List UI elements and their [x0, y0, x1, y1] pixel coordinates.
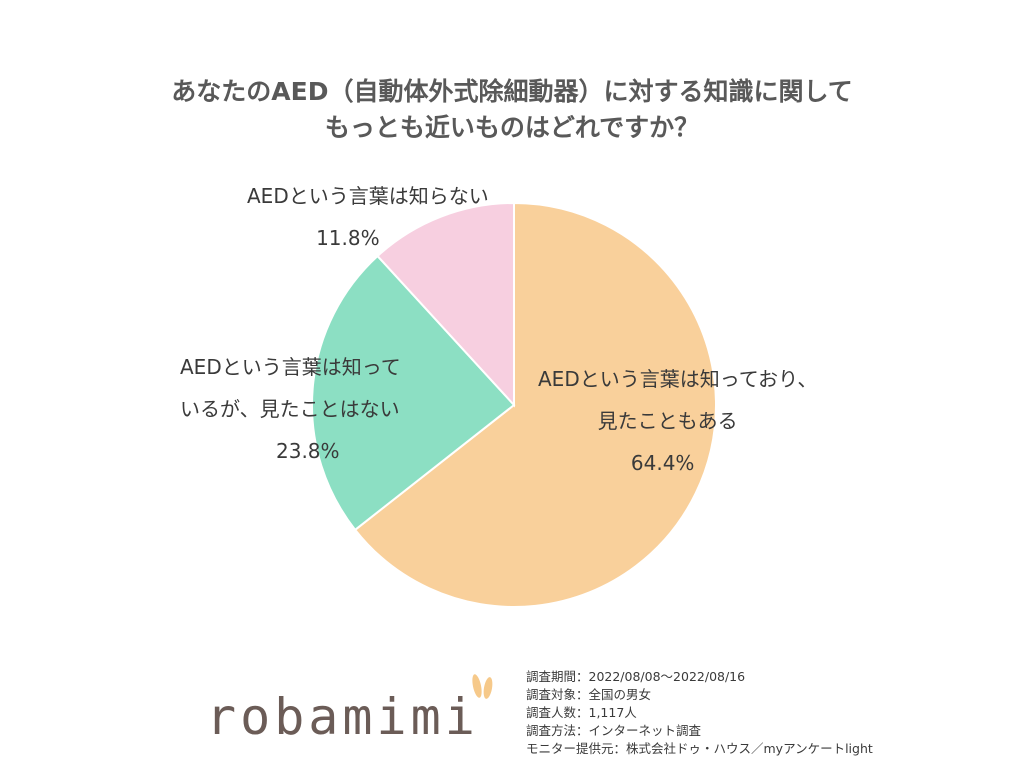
slice-value-label: 64.4% [630, 451, 695, 475]
survey-info: 調査期間：2022/08/08～2022/08/16 調査対象：全国の男女 調査… [526, 668, 873, 758]
robamimi-logo: robamimi [206, 688, 479, 746]
slice-label-not-known: AEDという言葉は知らない 11.8% [247, 175, 489, 259]
survey-period: 調査期間：2022/08/08～2022/08/16 [526, 669, 746, 684]
slice-value-label: 23.8% [276, 439, 340, 463]
pie-slice-1 [311, 254, 516, 532]
survey-method: 調査方法：インターネット調査 [526, 723, 702, 738]
pie-slice-2 [376, 201, 515, 408]
slice-label-line: AEDという言葉は知って [180, 355, 401, 379]
survey-provider: モニター提供元：株式会社ドゥ・ハウス／myアンケートlight [526, 741, 873, 756]
slice-label-line: AEDという言葉は知らない [247, 184, 489, 208]
slice-label-line: いるが、見たことはない [180, 397, 400, 421]
left-ear-icon [472, 674, 482, 698]
slice-label-line: AEDという言葉は知っており、 [538, 367, 818, 391]
chart-title: あなたのAED（自動体外式除細動器）に対する知識に関して もっとも近いものはどれ… [0, 74, 1024, 146]
slice-label-line: 見たこともある [597, 409, 738, 433]
survey-target: 調査対象：全国の男女 [526, 687, 652, 702]
slice-label-known-and-seen: AEDという言葉は知っており、 見たこともある 64.4% [538, 358, 817, 484]
chart-title-line-2: もっとも近いものはどれですか？ [324, 113, 700, 142]
slice-label-known-not-seen: AEDという言葉は知って いるが、見たことはない 23.8% [180, 346, 401, 472]
rabbit-ears-icon [472, 674, 493, 699]
pie-slice-0 [353, 201, 717, 608]
right-ear-icon [483, 677, 493, 699]
chart-title-line-1: あなたのAED（自動体外式除細動器）に対する知識に関して [171, 77, 853, 106]
slice-value-label: 11.8% [316, 226, 380, 250]
survey-count: 調査人数：1,117人 [526, 705, 637, 720]
